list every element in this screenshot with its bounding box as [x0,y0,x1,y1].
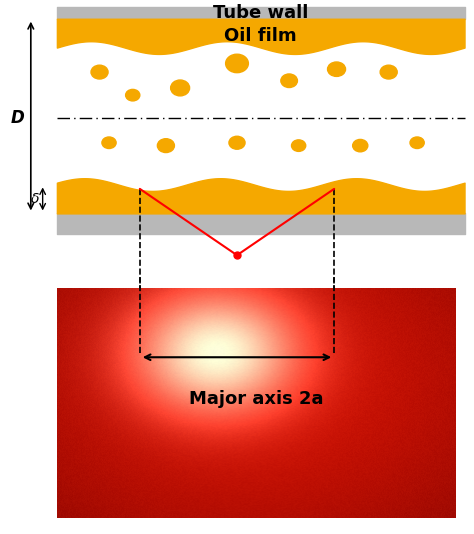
Ellipse shape [281,74,298,88]
Ellipse shape [380,65,397,79]
Text: Oil film: Oil film [224,27,297,45]
Ellipse shape [171,80,190,96]
Ellipse shape [353,139,368,152]
Ellipse shape [126,89,140,101]
Ellipse shape [328,62,346,76]
Ellipse shape [157,139,174,153]
Ellipse shape [102,137,116,148]
Text: D: D [11,109,25,127]
Ellipse shape [91,65,108,79]
Ellipse shape [292,140,306,152]
Text: Major axis 2a: Major axis 2a [189,390,323,407]
Text: δ: δ [31,192,40,206]
Ellipse shape [229,136,245,149]
Ellipse shape [410,137,424,148]
Ellipse shape [226,54,248,73]
Text: Tube wall: Tube wall [213,4,309,22]
